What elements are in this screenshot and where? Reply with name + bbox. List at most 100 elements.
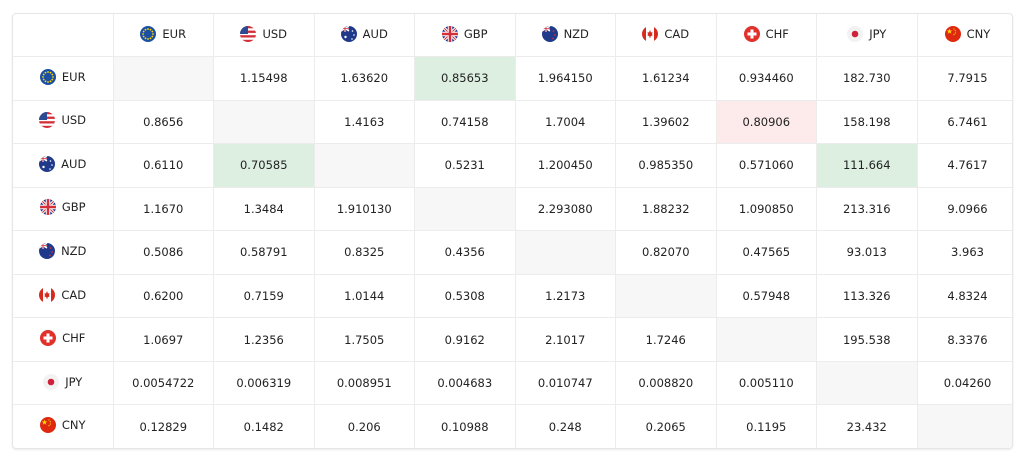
rate-cell: 182.730: [816, 56, 918, 101]
table-row-jpy: JPY 0.0054722 0.006319 0.008951 0.004683 0.01…: [13, 361, 1012, 406]
us-flag-icon: [240, 25, 257, 42]
empty-diagonal-cell: [213, 100, 315, 145]
rate-cell: 0.571060: [716, 143, 817, 188]
rate-cell: 0.8325: [314, 230, 415, 275]
table-row-cad: CAD 0.6200 0.7159 1.0144 0.5308 1.2173 0.57948…: [13, 274, 1012, 319]
column-header-gbp: GBP: [414, 14, 516, 57]
rate-cell: 1.63620: [314, 56, 415, 101]
currency-code: NZD: [61, 243, 87, 258]
rate-cell: 8.3376: [917, 317, 1012, 362]
empty-diagonal-cell: [615, 274, 717, 319]
rate-cell: 1.7246: [615, 317, 717, 362]
rate-cell: 1.1670: [113, 187, 214, 232]
rate-cell: 1.7505: [314, 317, 415, 362]
jp-flag-icon: [847, 25, 864, 42]
rate-cell: 1.7004: [515, 100, 616, 145]
rate-cell: 0.206: [314, 404, 415, 448]
table-row-eur: EUR 1.15498 1.63620 0.85653 1.964150 1.61234 0…: [13, 56, 1012, 101]
rate-cell: 7.7915: [917, 56, 1012, 101]
rate-cell: 213.316: [816, 187, 918, 232]
currency-code: CAD: [61, 287, 87, 302]
rate-cell: 9.0966: [917, 187, 1012, 232]
currency-label-gbp-header: GBP: [441, 25, 488, 42]
currency-label-usd-header: USD: [240, 25, 288, 42]
rate-cell: 93.013: [816, 230, 918, 275]
column-header-cny: CNY: [917, 14, 1012, 57]
row-header-cad: CAD: [13, 274, 114, 319]
currency-label-cad-header: CAD: [642, 25, 690, 42]
eu-flag-icon: [39, 68, 56, 85]
currency-code: GBP: [61, 200, 86, 215]
rate-cell: 0.010747: [515, 361, 616, 406]
column-header-chf: CHF: [716, 14, 817, 57]
empty-diagonal-cell: [816, 361, 918, 406]
table-row-nzd: NZD 0.5086 0.58791 0.8325 0.4356 0.82070 0.475…: [13, 230, 1012, 275]
rate-cell: 0.004683: [414, 361, 516, 406]
rate-cell: 0.005110: [716, 361, 817, 406]
table-row-gbp: GBP 1.1670 1.3484 1.910130 2.293080 1.88232 1.…: [13, 187, 1012, 232]
rate-cell: 0.85653: [414, 56, 516, 101]
rate-cell: 4.7617: [917, 143, 1012, 188]
table-body: EUR 1.15498 1.63620 0.85653 1.964150 1.61234 0…: [13, 56, 1012, 448]
rate-cell: 4.8324: [917, 274, 1012, 319]
cn-flag-icon: [39, 417, 56, 434]
rate-cell: 0.47565: [716, 230, 817, 275]
currency-label-aud-header: AUD: [340, 25, 388, 42]
currency-label-cny-header: CNY: [944, 25, 990, 42]
rate-cell: 1.2356: [213, 317, 315, 362]
rate-cell: 0.248: [515, 404, 616, 448]
cn-flag-icon: [944, 25, 961, 42]
empty-diagonal-cell: [917, 404, 1012, 448]
rate-cell: 0.006319: [213, 361, 315, 406]
row-header-nzd: NZD: [13, 230, 114, 275]
cross-rates-table: EUR USD AUD GBP NZD CAD CHF JPY CNY EUR 1.15498 1.…: [13, 14, 1012, 448]
rate-cell: 1.4163: [314, 100, 415, 145]
rate-cell: 0.70585: [213, 143, 315, 188]
currency-label-chf-header: CHF: [743, 25, 789, 42]
rate-cell: 0.4356: [414, 230, 516, 275]
empty-diagonal-cell: [113, 56, 214, 101]
rate-cell: 0.5231: [414, 143, 516, 188]
currency-label-eur-header: EUR: [140, 25, 186, 42]
rate-cell: 23.432: [816, 404, 918, 448]
row-header-chf: CHF: [13, 317, 114, 362]
rate-cell: 0.2065: [615, 404, 717, 448]
us-flag-icon: [39, 112, 56, 129]
rate-cell: 3.963: [917, 230, 1012, 275]
rate-cell: 0.57948: [716, 274, 817, 319]
rate-cell: 113.326: [816, 274, 918, 319]
row-header-jpy: JPY: [13, 361, 114, 406]
gb-flag-icon: [441, 25, 458, 42]
rate-cell: 0.5308: [414, 274, 516, 319]
column-header-jpy: JPY: [816, 14, 918, 57]
table-row-aud: AUD 0.6110 0.70585 0.5231 1.200450 0.985350 0.…: [13, 143, 1012, 188]
currency-label-nzd-header: NZD: [541, 25, 589, 42]
rate-cell: 0.1195: [716, 404, 817, 448]
rate-cell: 1.910130: [314, 187, 415, 232]
table-row-cny: CNY 0.12829 0.1482 0.206 0.10988 0.248 0.2065 0…: [13, 404, 1012, 448]
rate-cell: 0.58791: [213, 230, 315, 275]
currency-label-gbp-row: GBP: [39, 199, 86, 216]
currency-code: AUD: [61, 156, 87, 171]
currency-code: CAD: [664, 26, 690, 41]
rate-cell: 0.1482: [213, 404, 315, 448]
rate-cell: 2.293080: [515, 187, 616, 232]
rate-cell: 1.3484: [213, 187, 315, 232]
row-header-eur: EUR: [13, 56, 114, 101]
empty-diagonal-cell: [414, 187, 516, 232]
empty-diagonal-cell: [515, 230, 616, 275]
jp-flag-icon: [43, 373, 60, 390]
currency-code: CNY: [61, 418, 86, 433]
rate-cell: 0.008820: [615, 361, 717, 406]
rate-cell: 1.0144: [314, 274, 415, 319]
nz-flag-icon: [541, 25, 558, 42]
corner-cell: [13, 14, 114, 57]
rate-cell: 1.964150: [515, 56, 616, 101]
rate-cell: 1.88232: [615, 187, 717, 232]
ca-flag-icon: [39, 286, 56, 303]
currency-code: USD: [262, 26, 288, 41]
rate-cell: 1.2173: [515, 274, 616, 319]
rate-cell: 0.934460: [716, 56, 817, 101]
rate-cell: 0.9162: [414, 317, 516, 362]
eu-flag-icon: [140, 25, 157, 42]
